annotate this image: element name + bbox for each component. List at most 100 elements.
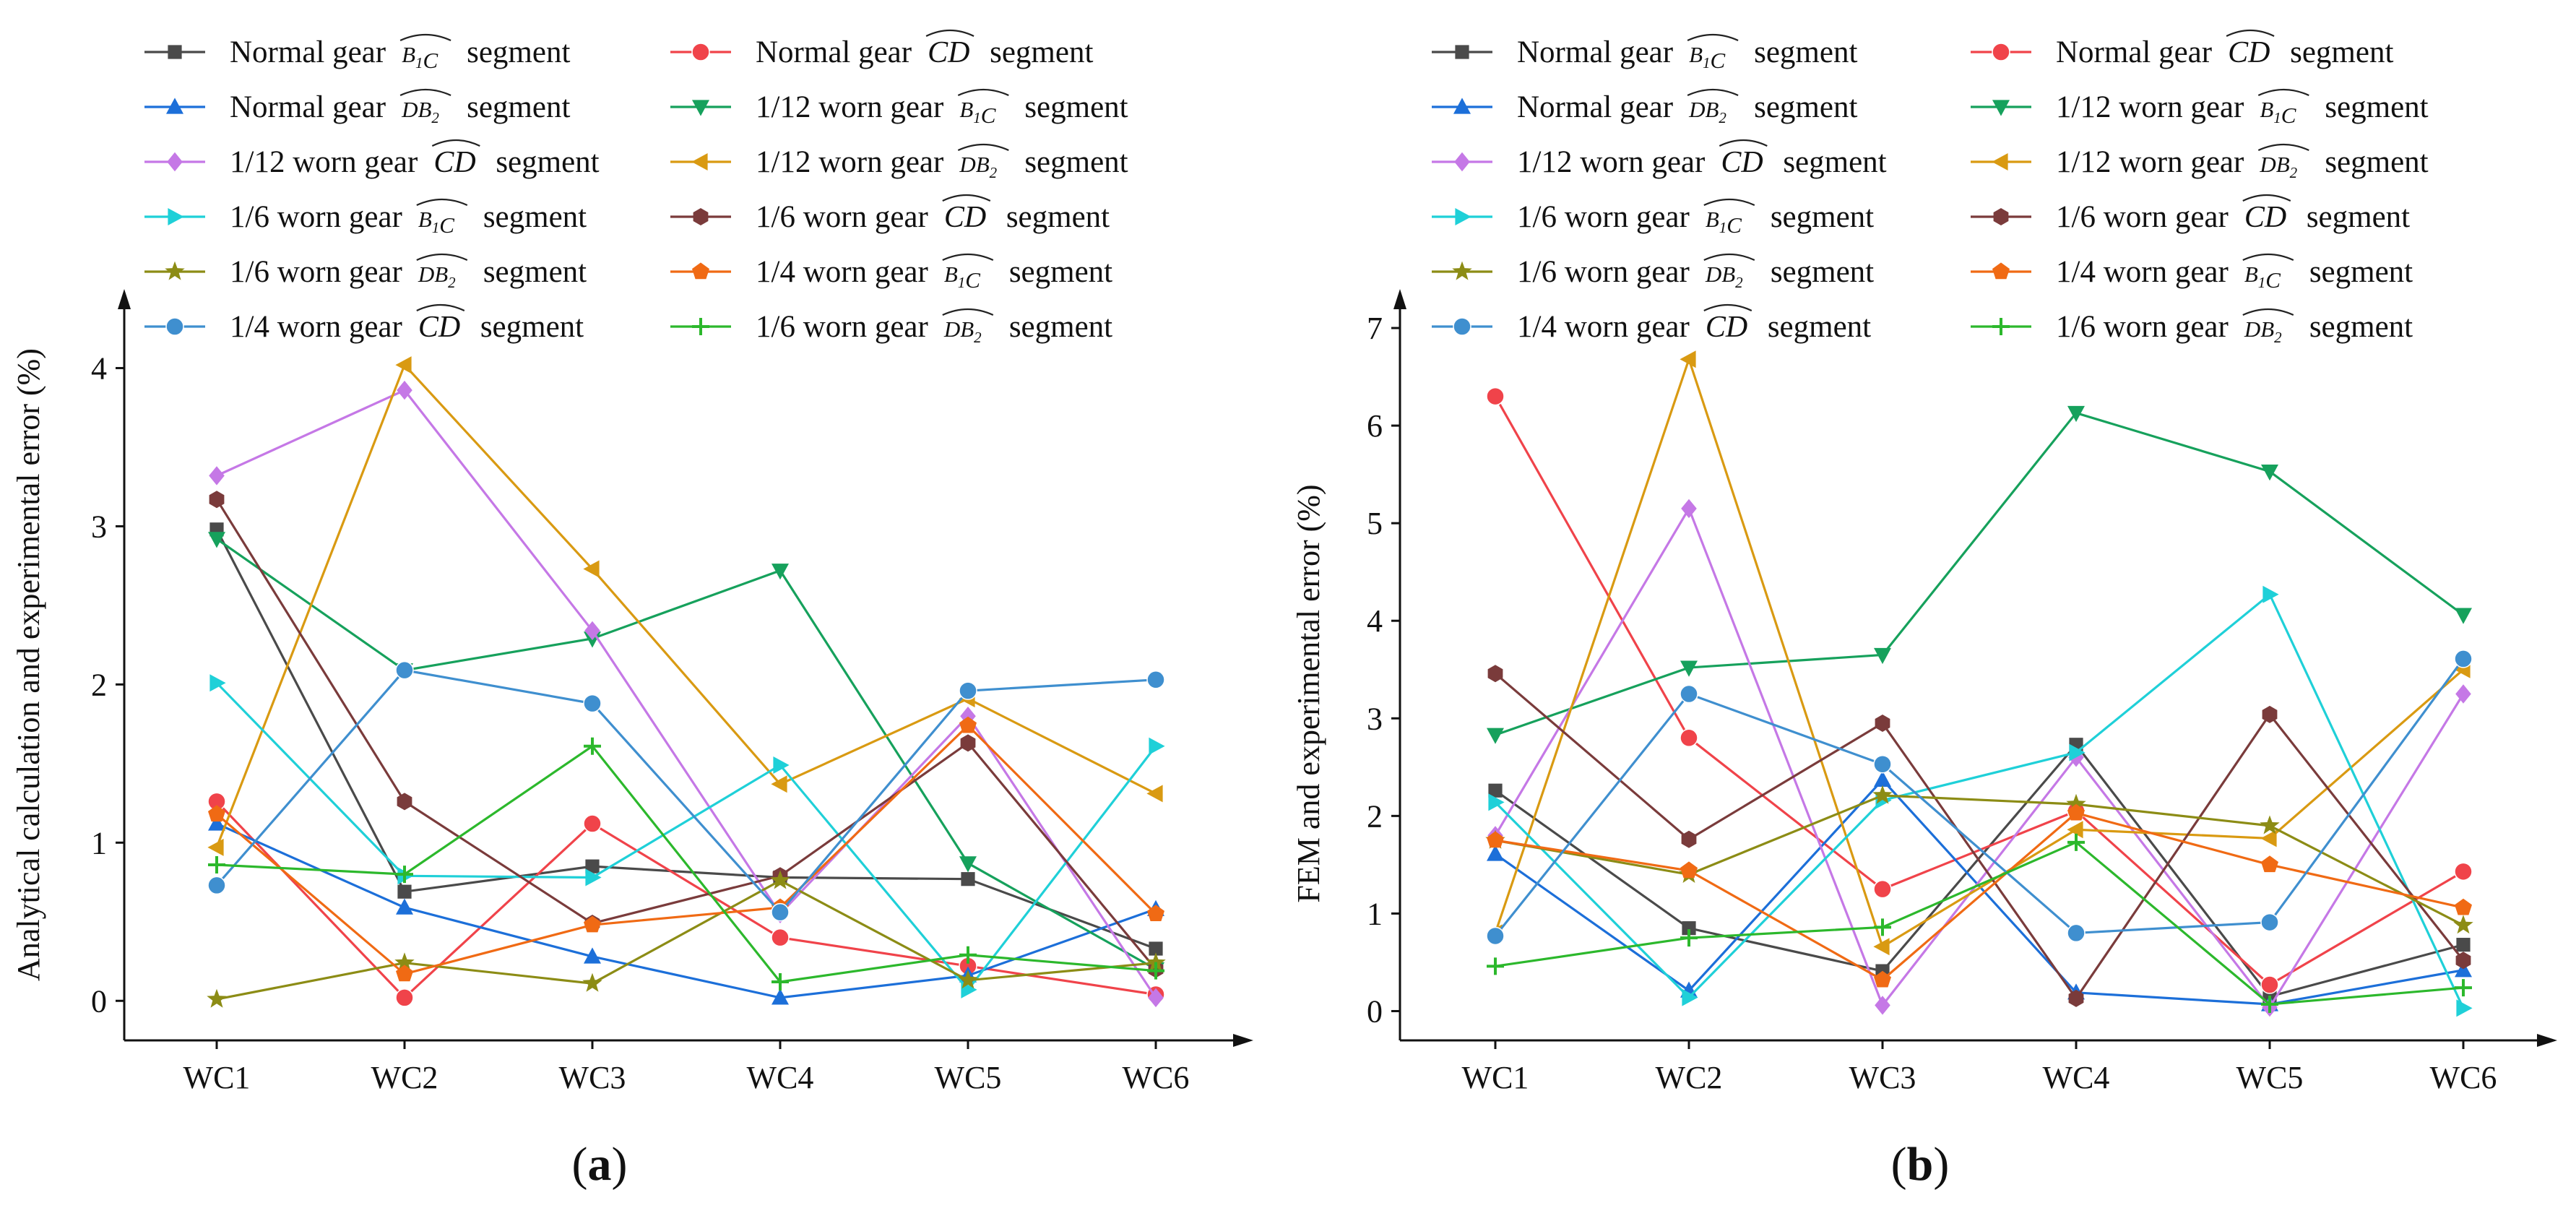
data-point xyxy=(397,380,412,400)
data-point xyxy=(2456,999,2473,1017)
legend-segment-arc xyxy=(431,139,480,147)
legend-item: 1/12 worn gear B1C segment xyxy=(1971,88,2429,128)
x-tick-label: WC2 xyxy=(1656,1060,1723,1095)
data-point xyxy=(771,775,787,793)
legend-marker xyxy=(693,208,709,225)
legend-marker xyxy=(168,45,182,59)
series-line xyxy=(215,668,1157,915)
legend-marker xyxy=(1455,208,1471,225)
legend-segment: CD xyxy=(418,311,460,344)
data-point xyxy=(2455,961,2472,978)
y-tick-label: 0 xyxy=(1367,993,1383,1029)
series-line xyxy=(216,879,1157,1001)
legend: Normal gear B1C segment Normal gear CD segmen… xyxy=(1432,29,2429,346)
y-tick-label: 0 xyxy=(91,983,107,1019)
legend-label: Normal gear xyxy=(756,35,912,69)
legend-segment: B1C xyxy=(418,207,454,238)
series-line xyxy=(1494,592,2465,1009)
legend-marker xyxy=(1992,153,2008,171)
x-tick-label: WC4 xyxy=(747,1060,814,1095)
legend-item: 1/12 worn gear DB2 segment xyxy=(1971,143,2429,181)
legend-item: 1/4 worn gear B1C segment xyxy=(670,253,1112,293)
legend-suffix: segment xyxy=(2325,145,2428,179)
legend-segment-arc xyxy=(942,253,994,262)
series-1 xyxy=(209,522,1163,956)
x-tick-label: WC6 xyxy=(1123,1060,1190,1095)
series-line xyxy=(216,744,1157,983)
data-point xyxy=(583,814,602,833)
data-point xyxy=(395,988,414,1007)
legend-label: 1/4 worn gear xyxy=(230,310,402,344)
legend-label: 1/4 worn gear xyxy=(1517,310,1690,344)
legend-segment: B1C xyxy=(1689,42,1725,73)
data-point xyxy=(584,915,601,933)
legend-segment-arc xyxy=(2242,308,2294,316)
legend-label: Normal gear xyxy=(1517,35,1673,69)
legend-marker xyxy=(691,43,710,61)
series-1 xyxy=(1488,738,2471,1004)
data-point xyxy=(2455,952,2471,970)
legend-segment-arc xyxy=(1703,198,1755,207)
legend-marker xyxy=(1993,208,2009,225)
legend-segment-arc xyxy=(2242,253,2294,262)
x-tick-label: WC5 xyxy=(2236,1060,2304,1095)
legend-segment-arc xyxy=(957,88,1009,97)
legend-suffix: segment xyxy=(480,310,584,344)
data-point xyxy=(2261,465,2278,481)
legend-label: Normal gear xyxy=(230,35,386,69)
legend-segment: B1C xyxy=(944,262,980,293)
legend-item: 1/6 worn gear DB2 segment xyxy=(670,308,1112,346)
legend-segment-arc xyxy=(1703,253,1755,262)
legend-suffix: segment xyxy=(2290,35,2393,69)
x-axis-arrow-icon xyxy=(2537,1034,2557,1047)
data-point xyxy=(207,838,224,856)
y-tick-label: 3 xyxy=(1367,701,1383,736)
legend-segment: DB2 xyxy=(401,97,439,126)
data-point xyxy=(2067,923,2086,943)
legend-segment-arc xyxy=(416,198,468,207)
data-point xyxy=(1487,665,1503,683)
series-line xyxy=(1494,506,2465,1009)
data-point xyxy=(1487,831,1504,848)
legend-label: 1/12 worn gear xyxy=(2056,145,2244,179)
data-point xyxy=(2261,996,2278,1014)
legend-suffix: segment xyxy=(1783,145,1886,179)
legend-item: Normal gear B1C segment xyxy=(1432,33,1857,73)
legend-segment: DB2 xyxy=(1705,262,1743,291)
legend-segment-arc xyxy=(416,253,468,262)
legend-segment: DB2 xyxy=(1688,97,1726,126)
legend-label: 1/6 worn gear xyxy=(230,255,402,289)
legend-item: 1/12 worn gear DB2 segment xyxy=(670,143,1128,181)
series-line xyxy=(1495,794,2464,927)
legend-marker xyxy=(165,317,184,336)
series-line xyxy=(216,538,1157,970)
legend-segment: DB2 xyxy=(2259,152,2297,181)
legend-item: 1/4 worn gear CD segment xyxy=(1432,303,1871,344)
series-line xyxy=(1495,840,2464,1006)
legend-marker xyxy=(692,100,709,116)
data-point xyxy=(397,884,412,899)
series-12 xyxy=(1487,833,2472,1014)
legend-suffix: segment xyxy=(1024,90,1128,124)
chart-panel-b: 0 1 2 3 4 5 6 7 WC1 WC2 WC3 WC4 WC5 WC6 FEM and experi… xyxy=(1291,29,2557,1191)
data-point xyxy=(960,734,976,752)
legend-marker xyxy=(166,98,183,114)
data-point xyxy=(1487,845,1504,861)
data-point xyxy=(959,716,977,733)
data-point xyxy=(2068,989,2084,1007)
data-point xyxy=(2455,979,2472,997)
legend-marker xyxy=(1992,100,2010,116)
legend-segment-arc xyxy=(2257,143,2309,152)
legend-suffix: segment xyxy=(2325,90,2428,124)
data-point xyxy=(397,793,412,811)
legend-segment-arc xyxy=(416,303,465,311)
series-8 xyxy=(209,491,1164,978)
legend-segment: B1C xyxy=(2260,97,2296,128)
data-point xyxy=(1872,785,1893,804)
legend-segment: CD xyxy=(944,201,986,234)
x-tick-label: WC3 xyxy=(559,1060,626,1095)
legend-suffix: segment xyxy=(1009,255,1112,289)
series-line xyxy=(1495,411,2464,736)
legend-marker xyxy=(167,152,183,172)
